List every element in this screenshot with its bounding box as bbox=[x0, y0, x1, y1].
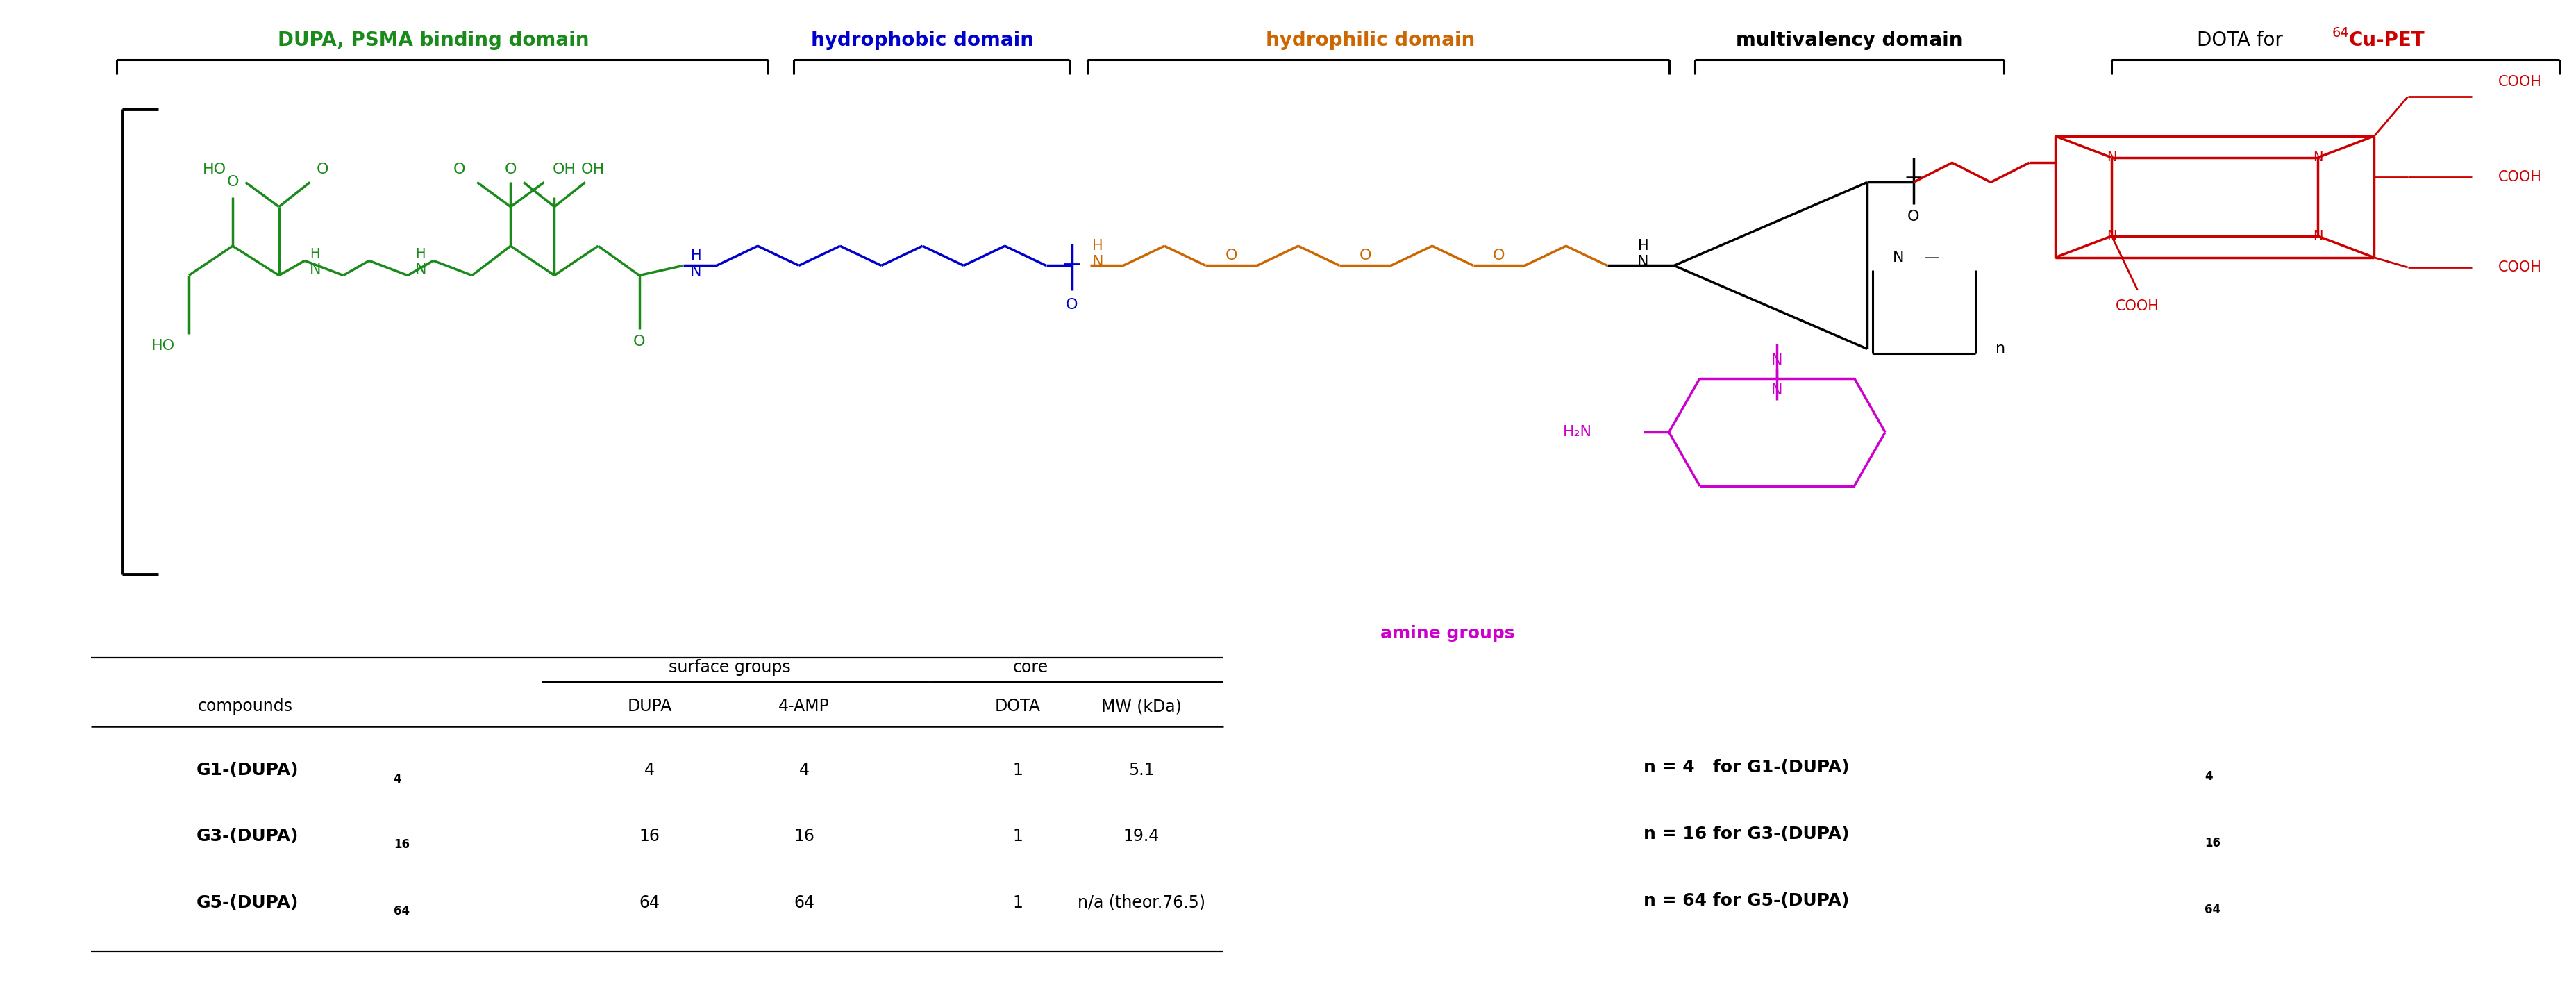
Text: G1-(DUPA): G1-(DUPA) bbox=[196, 762, 299, 779]
Text: 64: 64 bbox=[394, 905, 410, 918]
Text: OH: OH bbox=[582, 163, 605, 177]
Text: surface groups: surface groups bbox=[667, 659, 791, 676]
Text: 19.4: 19.4 bbox=[1123, 828, 1159, 845]
Text: COOH: COOH bbox=[2115, 300, 2159, 313]
Text: DOTA for: DOTA for bbox=[2197, 30, 2290, 50]
Text: H₂N: H₂N bbox=[1564, 425, 1592, 439]
Text: O: O bbox=[453, 163, 466, 177]
Text: core: core bbox=[1012, 659, 1048, 676]
Text: N: N bbox=[2313, 230, 2324, 243]
Text: N: N bbox=[415, 262, 425, 277]
Text: O: O bbox=[1360, 248, 1370, 263]
Text: OH: OH bbox=[554, 163, 577, 177]
Text: O: O bbox=[1906, 209, 1919, 224]
Text: N: N bbox=[2107, 151, 2117, 164]
Text: COOH: COOH bbox=[2499, 76, 2543, 89]
Text: COOH: COOH bbox=[2499, 170, 2543, 185]
Text: N: N bbox=[1092, 254, 1103, 269]
Text: n = 64 for G5-(DUPA): n = 64 for G5-(DUPA) bbox=[1643, 893, 1850, 909]
Text: DUPA, PSMA binding domain: DUPA, PSMA binding domain bbox=[278, 30, 590, 50]
Text: DUPA: DUPA bbox=[629, 698, 672, 715]
Text: DOTA: DOTA bbox=[994, 698, 1041, 715]
Text: N: N bbox=[1893, 250, 1904, 265]
Text: N: N bbox=[690, 264, 701, 279]
Text: HO: HO bbox=[204, 163, 227, 177]
Text: 4: 4 bbox=[799, 762, 809, 779]
Text: N: N bbox=[2313, 151, 2324, 164]
Text: compounds: compounds bbox=[198, 698, 294, 715]
Text: 64: 64 bbox=[2205, 903, 2221, 916]
Text: H: H bbox=[415, 247, 425, 260]
Text: 64: 64 bbox=[793, 895, 814, 911]
Text: hydrophobic domain: hydrophobic domain bbox=[811, 30, 1033, 50]
Text: —: — bbox=[1924, 250, 1940, 265]
Text: 16: 16 bbox=[2205, 837, 2221, 849]
Text: H: H bbox=[309, 247, 319, 260]
Text: O: O bbox=[505, 163, 518, 177]
Text: O: O bbox=[1066, 298, 1077, 311]
Text: hydrophilic domain: hydrophilic domain bbox=[1265, 30, 1476, 50]
Text: H: H bbox=[1092, 239, 1103, 253]
Text: O: O bbox=[227, 176, 240, 190]
Text: HO: HO bbox=[152, 339, 175, 353]
Text: n = 4   for G1-(DUPA): n = 4 for G1-(DUPA) bbox=[1643, 759, 1850, 776]
Text: 1: 1 bbox=[1012, 895, 1023, 911]
Text: amine groups: amine groups bbox=[1381, 625, 1515, 641]
Text: COOH: COOH bbox=[2499, 260, 2543, 274]
Text: 4: 4 bbox=[394, 773, 402, 786]
Text: 16: 16 bbox=[793, 828, 814, 845]
Text: multivalency domain: multivalency domain bbox=[1736, 30, 1963, 50]
Text: O: O bbox=[1494, 248, 1504, 263]
Text: 4: 4 bbox=[2205, 770, 2213, 783]
Text: 16: 16 bbox=[639, 828, 659, 845]
Text: 64: 64 bbox=[2331, 27, 2349, 40]
Text: O: O bbox=[634, 335, 647, 349]
Text: G5-(DUPA): G5-(DUPA) bbox=[196, 895, 299, 911]
Text: H: H bbox=[690, 248, 701, 263]
Text: O: O bbox=[317, 163, 330, 177]
Text: 4: 4 bbox=[644, 762, 654, 779]
Text: n: n bbox=[1996, 342, 2007, 355]
Text: 5.1: 5.1 bbox=[1128, 762, 1154, 779]
Text: H: H bbox=[1638, 239, 1649, 253]
Text: N: N bbox=[1772, 354, 1783, 367]
Text: 16: 16 bbox=[394, 839, 410, 851]
Text: 1: 1 bbox=[1012, 828, 1023, 845]
Text: MW (kDa): MW (kDa) bbox=[1100, 698, 1182, 715]
Text: G3-(DUPA): G3-(DUPA) bbox=[196, 828, 299, 845]
Text: N: N bbox=[1638, 254, 1649, 269]
Text: N: N bbox=[309, 262, 322, 277]
Text: n = 16 for G3-(DUPA): n = 16 for G3-(DUPA) bbox=[1643, 826, 1850, 843]
Text: O: O bbox=[1226, 248, 1236, 263]
Text: 1: 1 bbox=[1012, 762, 1023, 779]
Text: 4-AMP: 4-AMP bbox=[778, 698, 829, 715]
Text: N: N bbox=[2107, 230, 2117, 243]
Text: n/a (theor.76.5): n/a (theor.76.5) bbox=[1077, 895, 1206, 911]
Text: N: N bbox=[1772, 383, 1783, 397]
Text: 64: 64 bbox=[639, 895, 659, 911]
Text: Cu-PET: Cu-PET bbox=[2349, 30, 2424, 50]
